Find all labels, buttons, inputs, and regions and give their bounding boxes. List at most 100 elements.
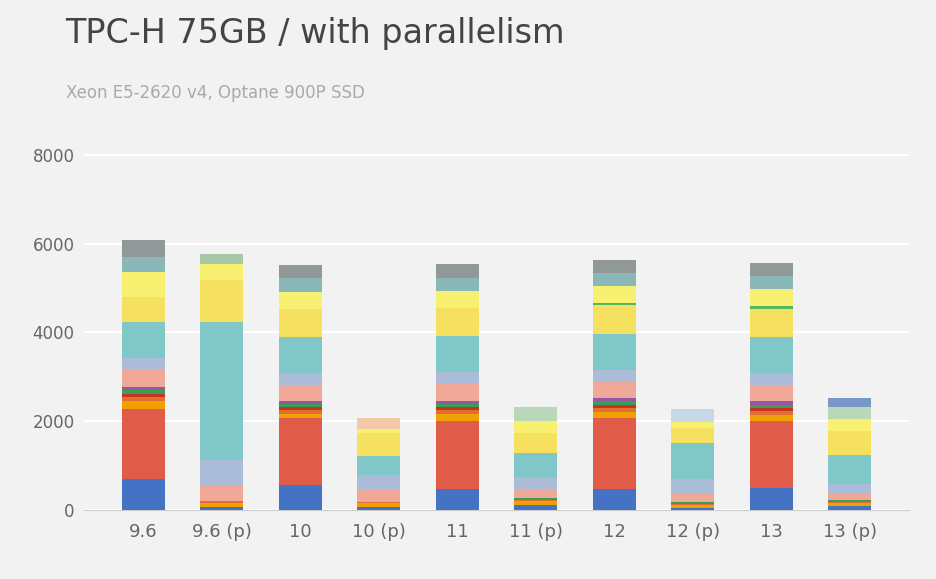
Bar bbox=[435, 384, 478, 401]
Bar bbox=[670, 504, 713, 505]
Bar bbox=[749, 488, 792, 510]
Text: TPC-H 75GB / with parallelism: TPC-H 75GB / with parallelism bbox=[66, 17, 564, 50]
Bar bbox=[514, 501, 557, 505]
Bar bbox=[357, 490, 400, 502]
Bar bbox=[749, 337, 792, 373]
Bar bbox=[827, 398, 870, 407]
Bar bbox=[357, 456, 400, 475]
Bar bbox=[122, 401, 165, 409]
Bar bbox=[749, 384, 792, 401]
Bar bbox=[749, 309, 792, 337]
Bar bbox=[122, 297, 165, 322]
Bar bbox=[592, 412, 636, 418]
Bar bbox=[827, 500, 870, 502]
Bar bbox=[279, 418, 322, 485]
Bar bbox=[592, 303, 636, 305]
Bar bbox=[514, 505, 557, 510]
Bar bbox=[827, 494, 870, 500]
Bar bbox=[435, 277, 478, 291]
Bar bbox=[749, 306, 792, 309]
Bar bbox=[435, 336, 478, 372]
Bar bbox=[435, 420, 478, 489]
Bar bbox=[200, 486, 243, 501]
Bar bbox=[592, 408, 636, 412]
Bar bbox=[279, 373, 322, 384]
Bar bbox=[435, 291, 478, 307]
Bar bbox=[122, 358, 165, 371]
Bar bbox=[592, 260, 636, 273]
Bar bbox=[279, 292, 322, 309]
Bar bbox=[514, 497, 557, 500]
Bar bbox=[592, 418, 636, 489]
Bar bbox=[435, 414, 478, 420]
Bar bbox=[514, 422, 557, 433]
Bar bbox=[357, 507, 400, 510]
Bar bbox=[435, 264, 478, 277]
Bar bbox=[279, 337, 322, 373]
Bar bbox=[435, 372, 478, 384]
Bar bbox=[592, 489, 636, 510]
Bar bbox=[435, 489, 478, 510]
Bar bbox=[827, 502, 870, 503]
Bar bbox=[749, 405, 792, 408]
Bar bbox=[200, 264, 243, 280]
Bar bbox=[122, 409, 165, 479]
Bar bbox=[514, 407, 557, 422]
Bar bbox=[592, 382, 636, 398]
Bar bbox=[592, 370, 636, 382]
Bar bbox=[357, 430, 400, 433]
Bar bbox=[592, 287, 636, 303]
Bar bbox=[749, 263, 792, 276]
Bar bbox=[122, 394, 165, 397]
Bar bbox=[749, 373, 792, 384]
Bar bbox=[827, 506, 870, 510]
Bar bbox=[279, 309, 322, 337]
Bar bbox=[827, 503, 870, 506]
Bar bbox=[592, 305, 636, 334]
Bar bbox=[514, 477, 557, 490]
Bar bbox=[514, 490, 557, 497]
Bar bbox=[122, 397, 165, 401]
Bar bbox=[827, 407, 870, 419]
Bar bbox=[122, 272, 165, 297]
Bar bbox=[122, 322, 165, 358]
Bar bbox=[827, 419, 870, 431]
Bar bbox=[749, 411, 792, 415]
Bar bbox=[279, 401, 322, 404]
Bar bbox=[670, 409, 713, 422]
Bar bbox=[200, 501, 243, 503]
Bar bbox=[200, 460, 243, 486]
Bar bbox=[279, 411, 322, 414]
Bar bbox=[435, 407, 478, 411]
Bar bbox=[749, 401, 792, 405]
Bar bbox=[357, 433, 400, 456]
Bar bbox=[357, 418, 400, 430]
Bar bbox=[122, 240, 165, 257]
Bar bbox=[827, 455, 870, 483]
Bar bbox=[670, 494, 713, 502]
Bar bbox=[670, 443, 713, 478]
Bar bbox=[749, 408, 792, 411]
Text: Xeon E5-2620 v4, Optane 900P SSD: Xeon E5-2620 v4, Optane 900P SSD bbox=[66, 84, 364, 102]
Bar bbox=[592, 398, 636, 401]
Bar bbox=[749, 415, 792, 422]
Bar bbox=[122, 371, 165, 387]
Bar bbox=[279, 278, 322, 292]
Bar bbox=[279, 265, 322, 278]
Bar bbox=[279, 384, 322, 401]
Bar bbox=[435, 307, 478, 336]
Bar bbox=[279, 414, 322, 418]
Bar bbox=[749, 290, 792, 306]
Bar bbox=[200, 323, 243, 460]
Bar bbox=[279, 407, 322, 411]
Bar bbox=[592, 405, 636, 408]
Bar bbox=[749, 422, 792, 488]
Bar bbox=[749, 276, 792, 290]
Bar bbox=[200, 254, 243, 264]
Bar bbox=[670, 428, 713, 443]
Bar bbox=[827, 431, 870, 455]
Bar bbox=[122, 257, 165, 272]
Bar bbox=[200, 507, 243, 510]
Bar bbox=[357, 503, 400, 507]
Bar bbox=[357, 475, 400, 490]
